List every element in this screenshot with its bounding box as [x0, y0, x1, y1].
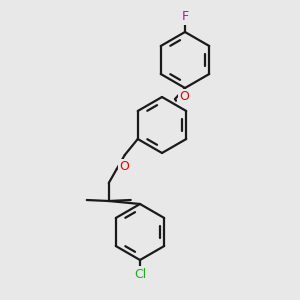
Text: O: O: [119, 160, 129, 173]
Text: F: F: [182, 11, 189, 23]
Text: O: O: [179, 91, 189, 103]
Text: Cl: Cl: [134, 268, 146, 281]
